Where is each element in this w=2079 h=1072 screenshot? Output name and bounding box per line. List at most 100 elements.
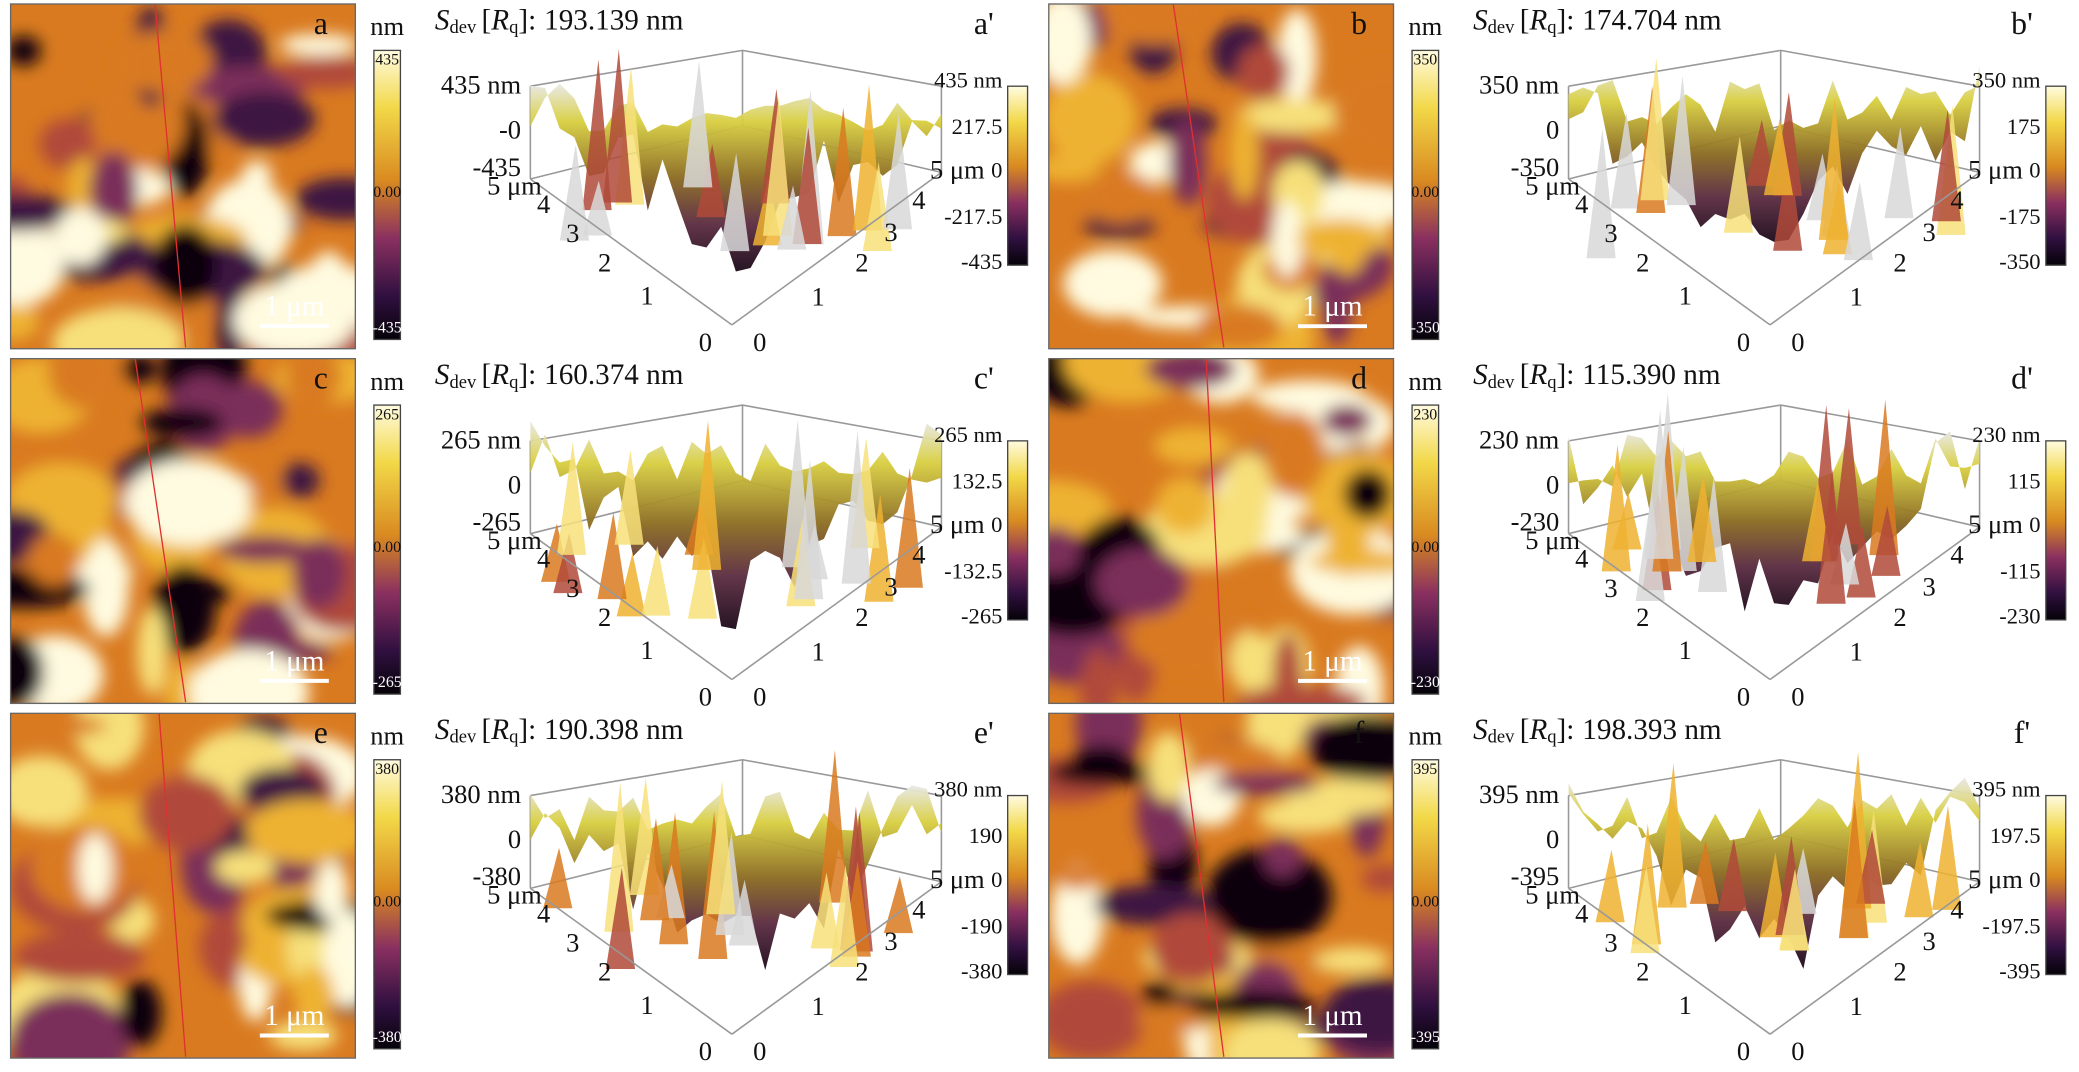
afm-blob <box>1308 550 1394 574</box>
afm-blob <box>121 358 158 384</box>
z-label: -230 <box>1511 506 1560 536</box>
rq-open: [ <box>1520 359 1530 391</box>
box-edge <box>742 404 942 442</box>
rq-open: [ <box>482 359 492 391</box>
colorbar-3d-label: -230 <box>1999 604 2040 629</box>
afm-blob <box>152 224 218 306</box>
afm-blob <box>1343 469 1392 519</box>
axis-left-label: 0 <box>699 681 712 711</box>
colorbar-unit: nm <box>370 11 404 41</box>
box-edge <box>1769 526 1981 681</box>
axis-left-label: 5 μm <box>487 525 542 555</box>
surface-peak <box>553 533 583 594</box>
colorbar-3d-label: 0 <box>2029 512 2040 537</box>
colorbar-3d-label: -190 <box>961 913 1002 938</box>
z-label: 0 <box>1546 115 1559 145</box>
image-border <box>1048 357 1395 705</box>
colorbar-3d-label: 380 nm <box>934 777 1003 802</box>
afm-blob <box>1223 451 1272 537</box>
afm-blob <box>1135 1004 1208 1033</box>
colorbar-3d-label: 132.5 <box>952 468 1003 493</box>
sdev-symbol: S <box>435 4 450 36</box>
box-edge <box>529 533 733 681</box>
afm-blob <box>1048 527 1082 575</box>
afm-blob <box>1271 200 1304 278</box>
afm-blob <box>215 850 276 885</box>
panel: f 1 μm nm 395 0.00 -395 Sdev [Rq]: 198.393 nm f' 3… <box>1048 712 2067 1066</box>
surface-peak <box>692 420 722 570</box>
surface-peak <box>762 96 793 236</box>
box-edge <box>731 526 942 681</box>
axis-left-label: 1 <box>1679 280 1692 310</box>
rq-sub: q <box>1547 372 1556 393</box>
colorbar-3d <box>1007 794 1029 976</box>
axis-right-label: 0 <box>1791 327 1804 357</box>
afm-blob <box>1296 219 1384 258</box>
colorbar-label: -380 <box>373 1029 402 1046</box>
afm-blob <box>1235 685 1368 704</box>
colorbar-3d-label: -395 <box>1999 958 2040 983</box>
rq-open: [ <box>1520 714 1530 746</box>
panel-label: b <box>1351 6 1367 41</box>
axis-left-label: 3 <box>566 573 579 603</box>
rq-sub: q <box>509 372 518 393</box>
surface-peak <box>794 459 824 600</box>
z-label: -395 <box>1511 861 1560 891</box>
colorbar-3d-label: 0 <box>2029 867 2040 892</box>
afm-blob <box>314 861 348 920</box>
axis-right-label: 3 <box>1923 926 1936 956</box>
afm-blob <box>1072 744 1131 774</box>
colorbar-unit: nm <box>1408 11 1442 41</box>
afm-image <box>1048 3 1394 349</box>
colorbar-unit: nm <box>370 366 404 396</box>
rq-symbol: R <box>490 714 509 746</box>
surface-peak <box>602 48 633 203</box>
surface-peak <box>1871 505 1901 576</box>
afm-blob <box>1079 648 1117 704</box>
axis-right-label: 4 <box>912 894 925 924</box>
afm-blob <box>1213 772 1319 796</box>
rq-sub: q <box>1547 17 1556 38</box>
sdev-symbol: S <box>1473 4 1488 36</box>
afm-blob <box>292 538 346 609</box>
afm-blob <box>1272 632 1302 704</box>
axis-left-label: 2 <box>1636 957 1649 987</box>
sdev-value: 190.398 nm <box>544 714 684 746</box>
colorbar-label: 0.00 <box>1411 184 1439 201</box>
colorbar-3d-label: 175 <box>2007 114 2041 139</box>
afm-blob <box>10 227 65 307</box>
colorbar-label: 230 <box>1413 406 1437 423</box>
z-label: 350 nm <box>1479 70 1560 100</box>
sdev-sub: dev <box>449 727 477 748</box>
afm-blob <box>1315 946 1391 975</box>
afm-blob <box>77 833 113 904</box>
surface-peak <box>706 781 736 915</box>
surface-peak <box>841 430 871 584</box>
axis-left-label: 3 <box>566 218 579 248</box>
axis-left-label: 3 <box>1604 573 1617 603</box>
afm-blob <box>1235 98 1354 133</box>
axis-right-label: 3 <box>884 217 897 247</box>
colorbar-3d-label: 197.5 <box>1990 823 2041 848</box>
afm-blob <box>1056 866 1100 890</box>
colorbar-3d-label: 0 <box>991 512 1002 537</box>
axis-right-label: 2 <box>1893 602 1906 632</box>
sdev-value: 160.374 nm <box>544 359 684 391</box>
surface-peak <box>827 107 857 237</box>
panel-label: d <box>1351 360 1367 395</box>
panel-label: c <box>314 360 328 395</box>
surface-peak <box>1822 182 1853 255</box>
surface-peak <box>1904 841 1934 918</box>
afm-blob <box>1048 73 1137 165</box>
afm-blob <box>10 302 40 341</box>
surface-peak <box>1816 469 1846 604</box>
axis-left-label: 0 <box>1737 681 1750 711</box>
surface-peak <box>882 113 913 230</box>
z-label: 0 <box>1546 824 1559 854</box>
colorbar-3d-label: -265 <box>961 604 1002 629</box>
sdev-symbol: S <box>435 714 450 746</box>
axis-left-label: 5 μm <box>1525 170 1580 200</box>
axis-left-label: 1 <box>640 635 653 665</box>
afm-blob <box>1153 427 1234 466</box>
afm-blob <box>1150 912 1232 984</box>
